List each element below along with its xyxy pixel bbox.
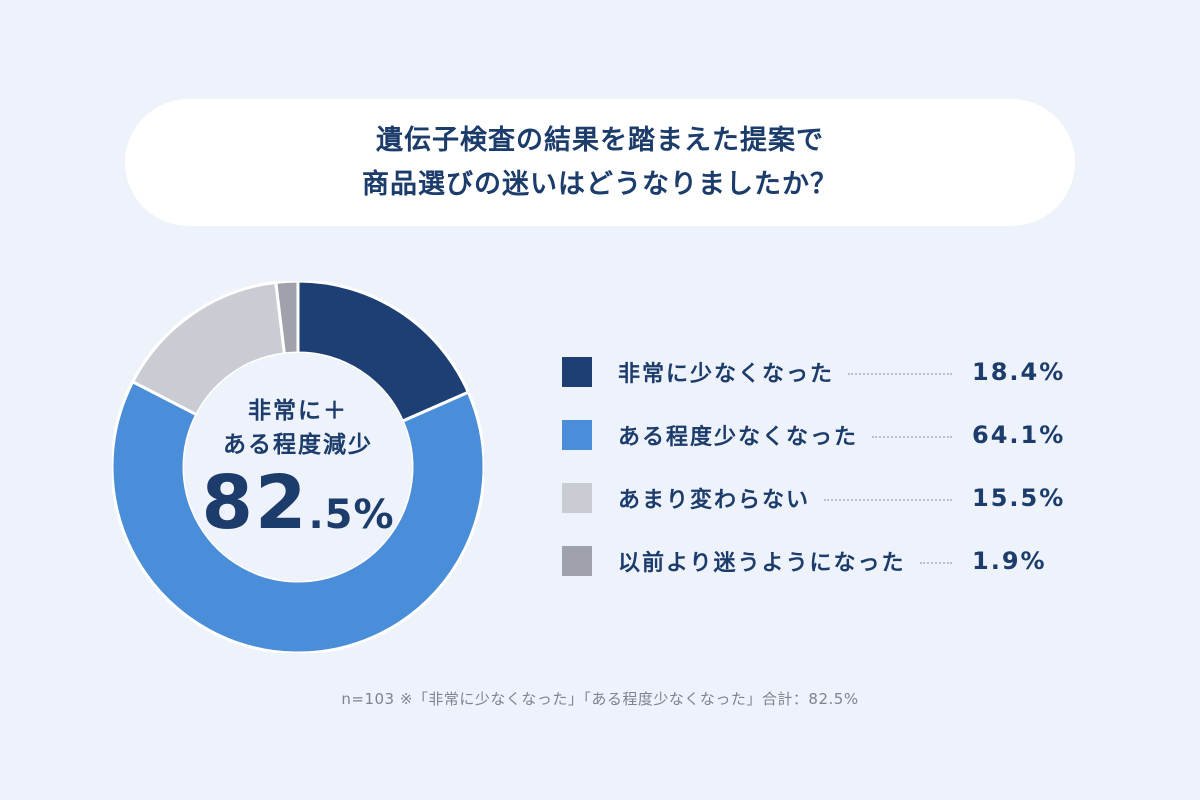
- chart-legend: 非常に少なくなった 18.4% ある程度少なくなった 64.1% あまり変わらな…: [562, 357, 1066, 609]
- center-value-integer: 82: [201, 460, 309, 546]
- legend-label: 非常に少なくなった: [618, 362, 835, 387]
- dotted-leader: [919, 562, 952, 564]
- center-label-line-2: ある程度減少: [223, 432, 373, 458]
- legend-item: あまり変わらない 15.5%: [562, 483, 1066, 513]
- title-line-2: 商品選びの迷いはどうなりましたか？: [362, 168, 838, 200]
- legend-item: 以前より迷うようになった 1.9%: [562, 546, 1062, 576]
- legend-swatch: [562, 420, 592, 450]
- title-line-1: 遺伝子検査の結果を踏まえた提案で: [376, 124, 824, 156]
- question-title-banner: 遺伝子検査の結果を踏まえた提案で 商品選びの迷いはどうなりましたか？: [125, 99, 1075, 226]
- center-label-line-1: 非常に＋: [248, 398, 348, 424]
- footnote: n=103 ※「非常に少なくなった」「ある程度少なくなった」合計：82.5%: [341, 690, 859, 708]
- legend-swatch: [562, 546, 592, 576]
- donut-center-summary: 非常に＋ ある程度減少 82.5%: [112, 281, 484, 653]
- legend-label: 以前より迷うようになった: [618, 551, 906, 576]
- legend-item: ある程度少なくなった 64.1%: [562, 420, 1066, 450]
- legend-value: 15.5%: [972, 484, 1066, 512]
- center-total-value: 82.5%: [201, 466, 394, 540]
- legend-value: 64.1%: [972, 421, 1066, 449]
- legend-label: あまり変わらない: [618, 488, 811, 513]
- legend-item: 非常に少なくなった 18.4%: [562, 357, 1066, 387]
- legend-label: ある程度少なくなった: [618, 425, 859, 450]
- legend-swatch: [562, 357, 592, 387]
- center-value-decimal: .5%: [308, 492, 395, 538]
- dotted-leader: [824, 499, 952, 501]
- legend-swatch: [562, 483, 592, 513]
- dotted-leader: [848, 373, 952, 375]
- dotted-leader: [872, 436, 952, 438]
- legend-value: 18.4%: [972, 358, 1066, 386]
- donut-svg: [112, 281, 484, 653]
- donut-chart: 非常に＋ ある程度減少 82.5%: [112, 281, 484, 653]
- donut-hole: [184, 353, 412, 581]
- legend-value: 1.9%: [972, 547, 1047, 575]
